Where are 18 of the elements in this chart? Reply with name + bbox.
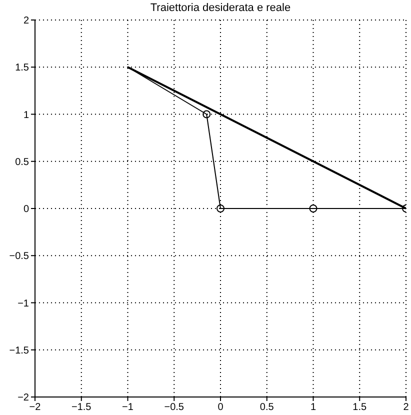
x-tick-label: 0	[218, 402, 224, 414]
x-tick-label: −1	[122, 402, 134, 414]
y-tick-label: −1	[18, 298, 30, 310]
x-tick-label: 1	[310, 402, 316, 414]
y-tick-label: −2	[18, 392, 30, 404]
x-tick-label: 0.5	[260, 402, 274, 414]
y-tick-label: 0.5	[15, 156, 30, 168]
y-tick-label: 1	[23, 110, 30, 121]
x-tick-label: −0.5	[164, 402, 184, 414]
y-tick-label: −0.5	[9, 251, 30, 262]
x-tick-label: 1.5	[352, 402, 368, 414]
y-tick-label: 1.5	[15, 62, 30, 74]
chart-title: Traiettoria desiderata e reale	[149, 2, 292, 14]
y-tick-label: 2	[23, 16, 30, 27]
y-tick-label: 0	[23, 204, 30, 216]
x-tick-label: −1.5	[72, 402, 92, 414]
x-tick-label: 2	[403, 402, 410, 414]
y-tick-label: −1.5	[9, 345, 30, 356]
